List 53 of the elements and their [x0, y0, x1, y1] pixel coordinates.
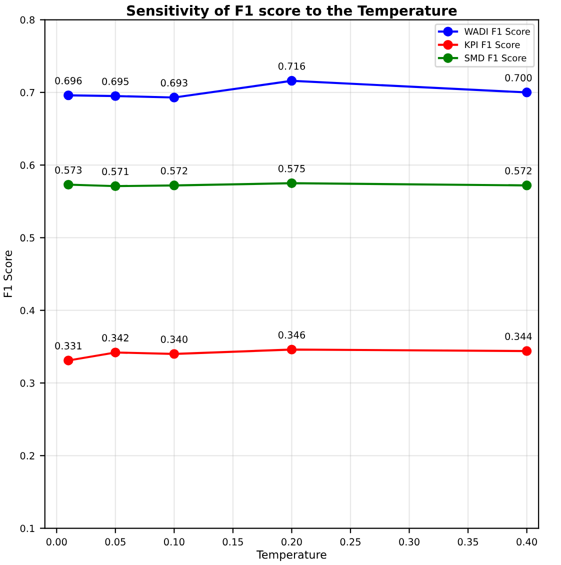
data-label: 0.716	[278, 62, 306, 70]
chart-title: Sensitivity of F1 score to the Temperature	[127, 5, 457, 19]
point	[286, 76, 297, 86]
point	[169, 349, 180, 359]
legend-label: SMD F1 Score	[464, 54, 526, 62]
x-tick-label: 0.00	[46, 538, 67, 546]
y-tick-label: 0.7	[20, 88, 34, 96]
data-label: 0.700	[505, 74, 532, 82]
point	[64, 356, 74, 366]
data-label: 0.331	[55, 342, 82, 350]
x-tick-label: 0.20	[282, 538, 302, 546]
x-axis-title: Temperature	[256, 550, 326, 561]
data-label: 0.693	[160, 79, 188, 87]
point	[522, 180, 532, 190]
data-label: 0.340	[160, 336, 188, 343]
x-tick-label: 0.15	[222, 538, 243, 546]
data-label: 0.572	[160, 167, 188, 174]
legend-label: KPI F1 Score	[465, 41, 520, 48]
x-tick-label: 0.40	[516, 538, 537, 546]
y-tick-label: 0.1	[20, 524, 34, 532]
data-label: 0.346	[278, 331, 306, 339]
point	[522, 88, 532, 98]
point	[286, 178, 297, 188]
point	[522, 346, 532, 356]
point	[169, 92, 180, 102]
data-label: 0.344	[505, 332, 532, 340]
data-label: 0.695	[102, 78, 128, 86]
point	[110, 181, 120, 191]
x-tick-label: 0.30	[399, 538, 420, 546]
point	[169, 180, 180, 190]
legend-label: WADI F1 Score	[464, 28, 530, 35]
data-label: 0.575	[278, 164, 305, 172]
data-label: 0.572	[505, 167, 532, 174]
y-tick-label: 0.4	[20, 306, 35, 314]
y-tick-label: 0.2	[20, 452, 34, 460]
data-label: 0.342	[102, 334, 128, 342]
point	[110, 348, 120, 358]
point	[286, 344, 297, 354]
point	[64, 90, 74, 100]
y-axis-title: F1 Score	[4, 250, 12, 297]
y-tick-label: 0.8	[20, 16, 34, 24]
data-label: 0.696	[55, 76, 82, 84]
data-label: 0.571	[102, 168, 128, 176]
y-tick-label: 0.6	[20, 162, 35, 169]
data-label: 0.573	[55, 166, 82, 174]
point	[64, 180, 74, 190]
x-tick-label: 0.05	[105, 538, 126, 546]
x-tick-label: 0.25	[340, 538, 360, 546]
y-tick-label: 0.3	[20, 379, 34, 387]
y-tick-label: 0.5	[20, 234, 34, 242]
x-tick-label: 0.10	[164, 538, 184, 546]
point	[110, 91, 120, 101]
x-tick-label: 0.35	[458, 538, 478, 546]
